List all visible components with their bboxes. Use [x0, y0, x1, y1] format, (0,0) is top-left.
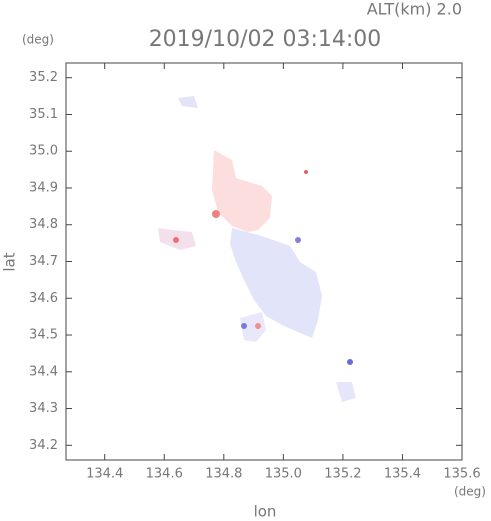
x-unit: (deg)	[454, 485, 486, 499]
echo-cell	[304, 170, 308, 174]
altitude-label: ALT(km) 2.0	[367, 0, 462, 19]
y-tick-label: 34.9	[29, 180, 58, 195]
echo-area	[336, 382, 356, 402]
x-tick-label: 135.0	[265, 467, 302, 482]
y-tick-label: 35.0	[29, 144, 58, 159]
y-tick-label: 34.8	[29, 217, 58, 232]
echo-cell	[173, 237, 179, 243]
y-unit: (deg)	[22, 33, 54, 47]
echo-cell	[347, 359, 353, 365]
echo-cell	[255, 323, 261, 329]
y-tick-label: 34.4	[29, 364, 58, 379]
y-tick-label: 34.5	[29, 328, 58, 343]
y-tick-label: 35.2	[29, 70, 58, 85]
x-tick-label: 135.4	[384, 467, 421, 482]
y-tick-label: 34.3	[29, 401, 58, 416]
x-axis-label: lon	[254, 503, 277, 521]
y-tick-label: 34.7	[29, 254, 58, 269]
x-tick-label: 134.4	[86, 467, 123, 482]
x-tick-label: 135.6	[443, 467, 480, 482]
y-tick-label: 34.6	[29, 291, 58, 306]
echo-cell	[212, 210, 220, 218]
echo-area	[178, 96, 198, 108]
echo-cell	[241, 323, 247, 329]
echo-cell	[295, 237, 301, 243]
x-tick-label: 134.8	[205, 467, 242, 482]
echo-area	[212, 150, 272, 232]
x-tick-label: 135.2	[324, 467, 361, 482]
x-tick-label: 134.6	[146, 467, 183, 482]
y-axis-label: lat	[1, 252, 19, 271]
echo-area	[240, 312, 266, 342]
y-tick-label: 34.2	[29, 438, 58, 453]
echo-area	[230, 228, 322, 338]
echo-field	[158, 96, 356, 402]
y-tick-label: 35.1	[29, 107, 58, 122]
chart-title: 2019/10/02 03:14:00	[149, 27, 382, 52]
